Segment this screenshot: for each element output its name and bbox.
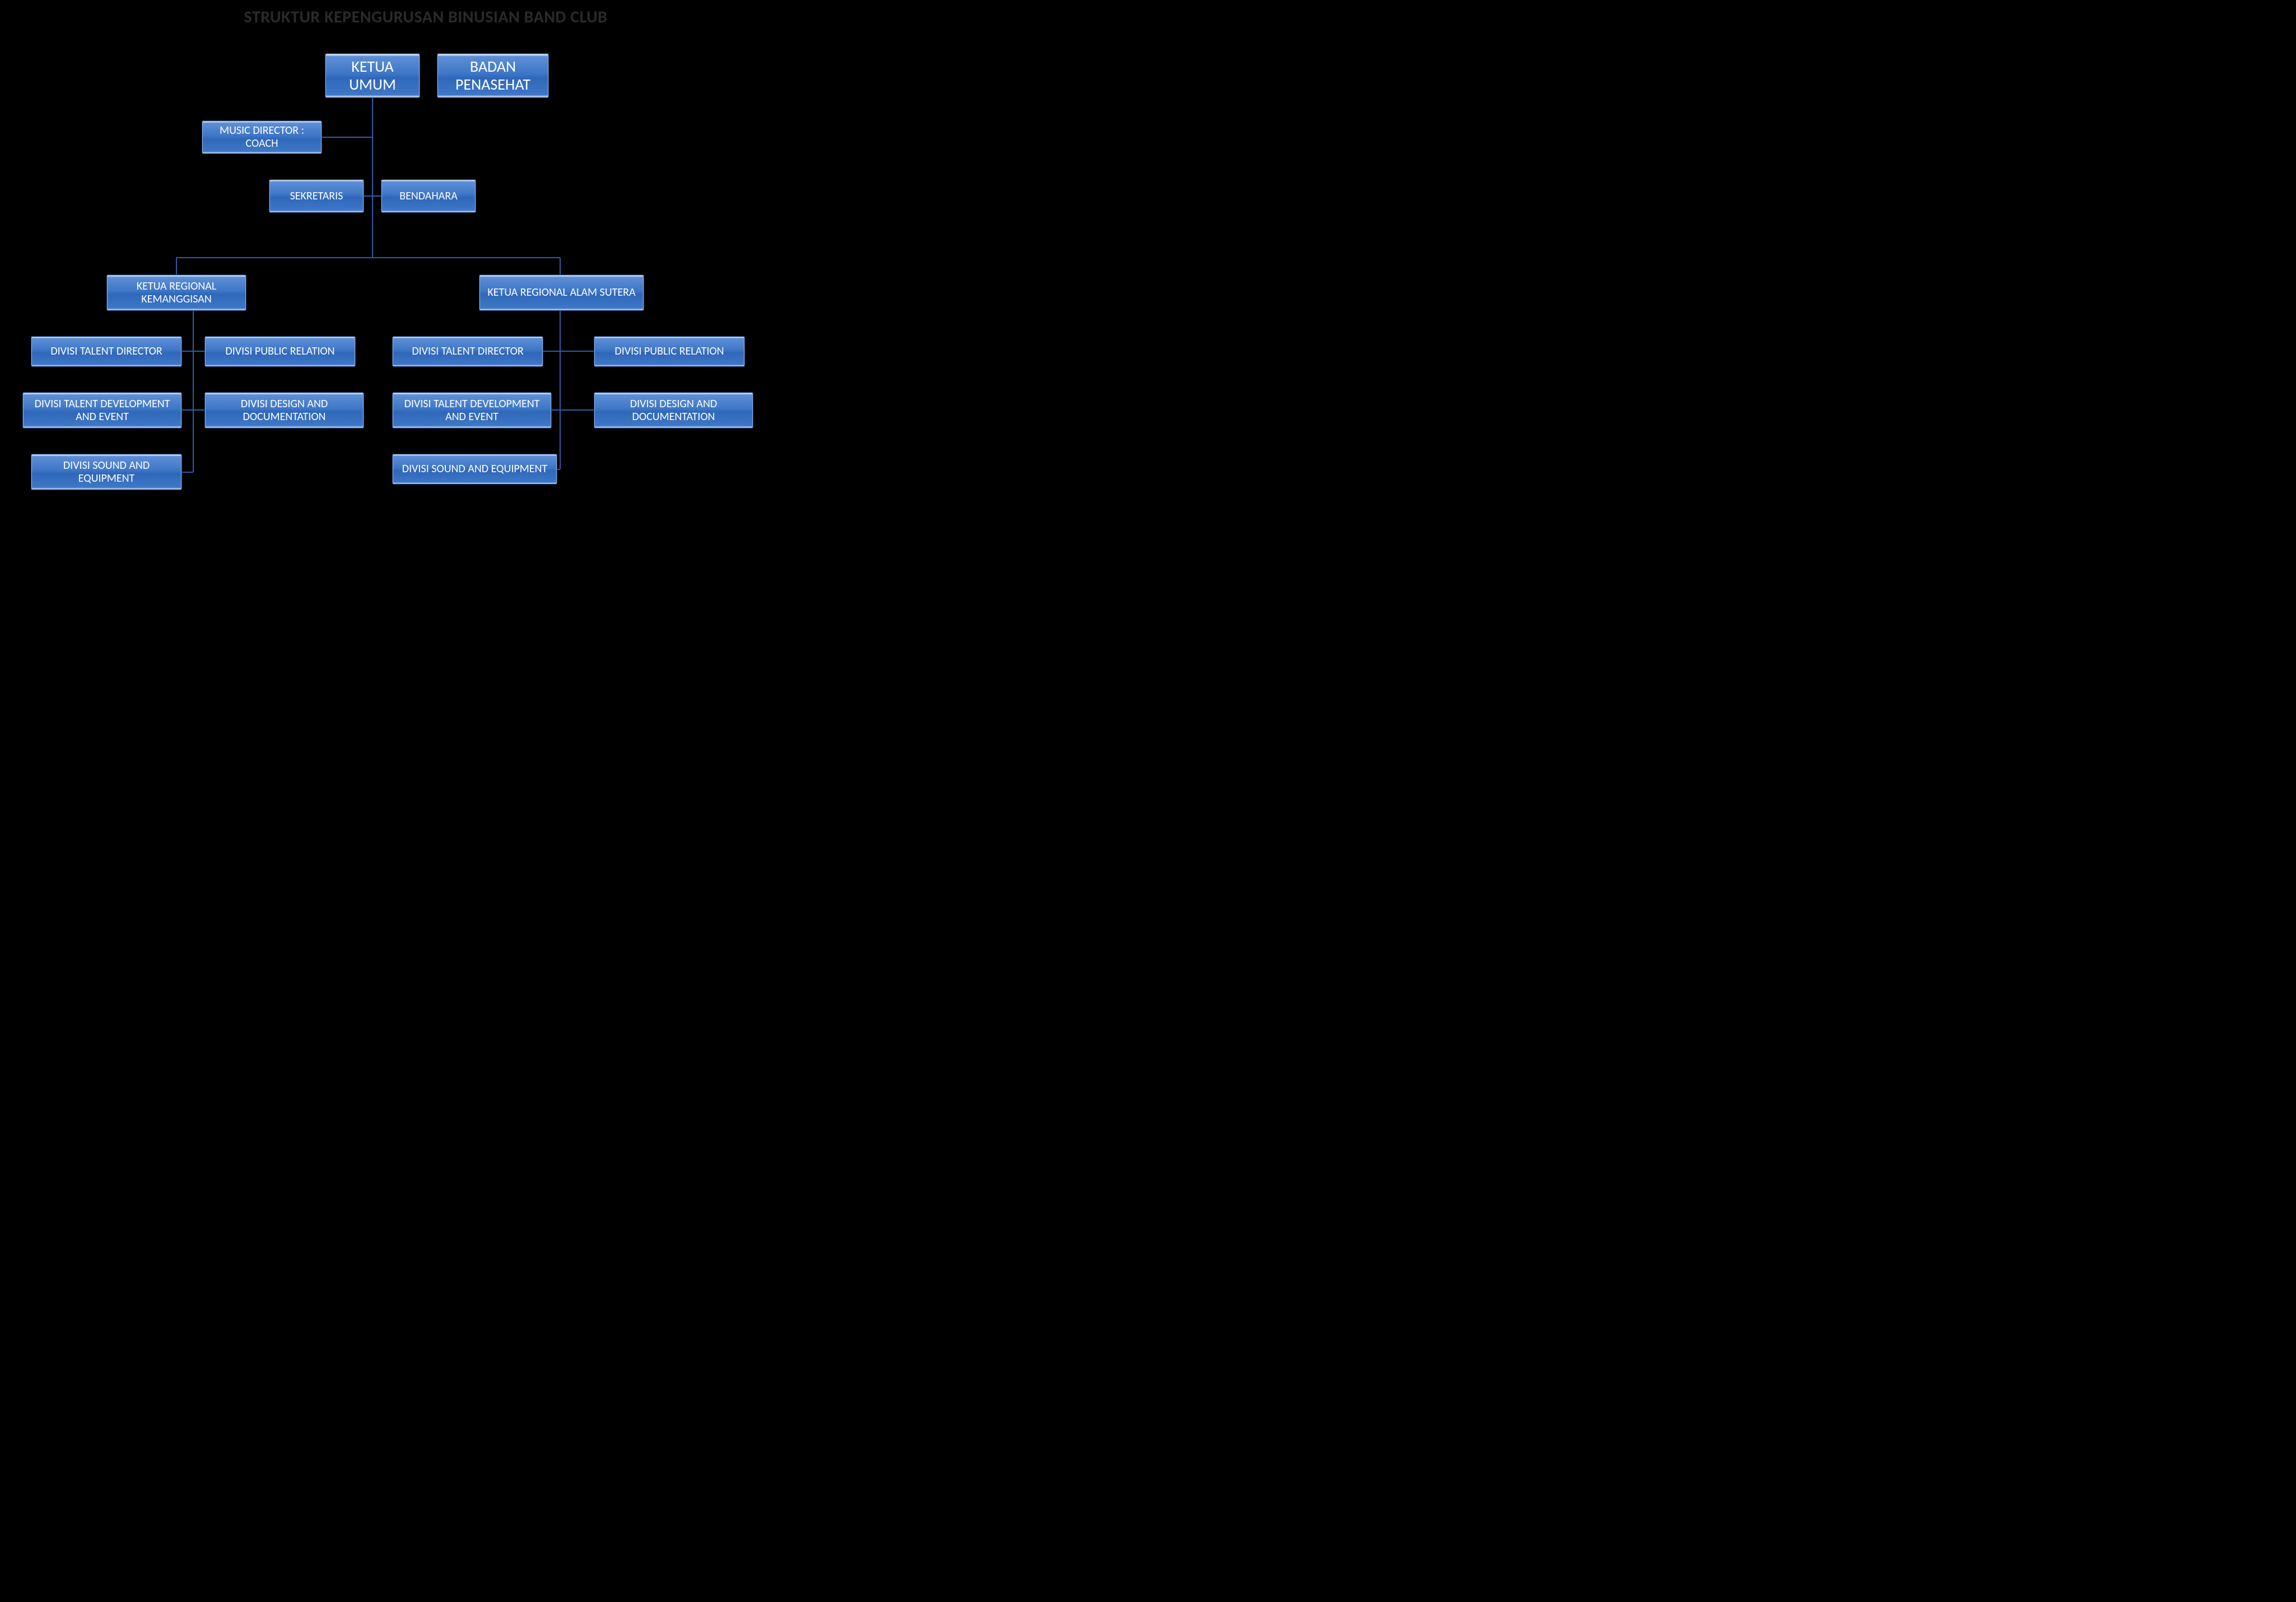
node-a-divisi-tde: DIVISI TALENT DEVELOPMENT AND EVENT <box>392 392 552 429</box>
node-label: KETUA REGIONAL ALAM SUTERA <box>487 286 635 299</box>
node-label: SEKRETARIS <box>290 190 343 203</box>
node-label: DIVISI TALENT DIRECTOR <box>50 345 162 358</box>
node-label: DIVISI TALENT DIRECTOR <box>412 345 523 358</box>
node-k-divisi-se: DIVISI SOUND AND EQUIPMENT <box>31 454 182 490</box>
node-k-divisi-pr: DIVISI PUBLIC RELATION <box>204 336 356 367</box>
node-bendahara: BENDAHARA <box>381 179 476 213</box>
node-label: DIVISI DESIGN AND DOCUMENTATION <box>208 398 360 423</box>
node-k-divisi-dd: DIVISI DESIGN AND DOCUMENTATION <box>204 392 364 429</box>
node-label: BENDAHARA <box>399 190 458 203</box>
node-a-divisi-talent: DIVISI TALENT DIRECTOR <box>392 336 543 367</box>
node-label: DIVISI TALENT DEVELOPMENT AND EVENT <box>396 398 548 423</box>
connector-layer <box>0 0 851 521</box>
node-label: DIVISI SOUND AND EQUIPMENT <box>402 463 547 476</box>
node-music-director: MUSIC DIRECTOR : COACH <box>202 120 322 154</box>
node-label: DIVISI DESIGN AND DOCUMENTATION <box>598 398 749 423</box>
node-label: KETUA UMUM <box>329 58 416 94</box>
node-a-divisi-se: DIVISI SOUND AND EQUIPMENT <box>392 454 557 485</box>
node-label: DIVISI PUBLIC RELATION <box>225 345 334 358</box>
node-k-divisi-tde: DIVISI TALENT DEVELOPMENT AND EVENT <box>22 392 182 429</box>
node-label: DIVISI SOUND AND EQUIPMENT <box>35 459 178 485</box>
node-ketua-umum: KETUA UMUM <box>325 53 420 98</box>
node-a-divisi-pr: DIVISI PUBLIC RELATION <box>594 336 745 367</box>
node-sekretaris: SEKRETARIS <box>269 179 364 213</box>
node-k-divisi-talent: DIVISI TALENT DIRECTOR <box>31 336 182 367</box>
node-badan-penasehat: BADAN PENASEHAT <box>437 53 549 98</box>
node-label: MUSIC DIRECTOR : COACH <box>206 124 318 150</box>
node-label: KETUA REGIONAL KEMANGGISAN <box>110 280 243 306</box>
node-label: DIVISI TALENT DEVELOPMENT AND EVENT <box>26 398 178 423</box>
node-label: DIVISI PUBLIC RELATION <box>614 345 724 358</box>
org-chart-canvas: STRUKTUR KEPENGURUSAN BINUSIAN BAND CLUB… <box>0 0 851 521</box>
node-reg-alam-sutera: KETUA REGIONAL ALAM SUTERA <box>479 274 644 311</box>
chart-title: STRUKTUR KEPENGURUSAN BINUSIAN BAND CLUB <box>0 7 851 27</box>
node-label: BADAN PENASEHAT <box>441 58 545 94</box>
node-a-divisi-dd: DIVISI DESIGN AND DOCUMENTATION <box>594 392 753 429</box>
node-reg-kemanggisan: KETUA REGIONAL KEMANGGISAN <box>106 274 246 311</box>
